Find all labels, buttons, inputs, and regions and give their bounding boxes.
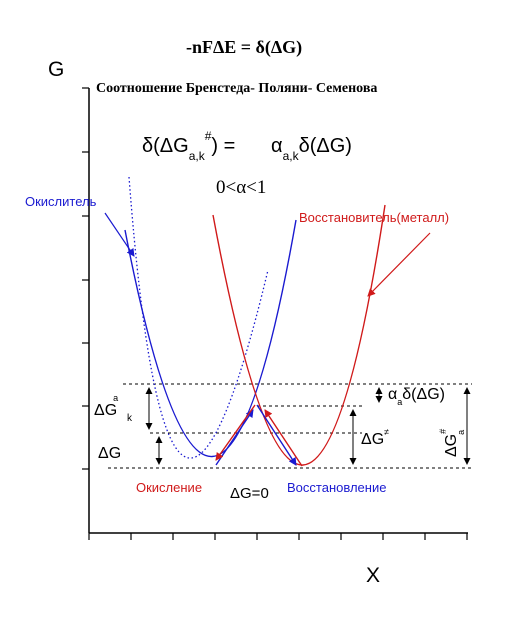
reductant-label: Восстановитель(металл): [299, 210, 449, 225]
oxidation-arrow-red: [215, 404, 256, 461]
measure-arrows: [145, 387, 471, 465]
y-axis-label: G: [48, 58, 64, 81]
reference-lines: [108, 383, 472, 469]
axes: G X: [48, 58, 468, 587]
curves: [124, 176, 386, 466]
x-axis-label: X: [366, 564, 380, 587]
dg-zero-label: ΔG=0: [230, 485, 269, 502]
oxidant-initial-curve: [128, 176, 269, 459]
alpha-dg-label: αaδ(ΔG): [388, 386, 445, 407]
reduction-arrow-red: [264, 409, 303, 467]
alpha-range: 0<α<1: [216, 177, 266, 198]
oxidant-label: Окислитель: [25, 194, 97, 209]
relation-formula: δ(ΔGa,k#) =: [142, 129, 235, 163]
oxidation-arrow-blue: [215, 409, 254, 466]
y-axis-ticks: [82, 87, 89, 470]
equation-title: -nFΔE = δ(ΔG): [186, 37, 302, 58]
x-axis-ticks: [88, 533, 468, 540]
oxidant-pointer-arrow: [104, 212, 135, 257]
oxidant-curve: [124, 219, 297, 458]
measure-labels: ΔGa k ΔG ΔG≠ αaδ(ΔG) ΔG# a: [94, 386, 466, 462]
dg-k-subscript: k: [127, 413, 133, 424]
subtitle: Соотношение Бренстеда- Поляни- Семенова: [96, 81, 377, 96]
oxidation-label: Окисление: [136, 480, 202, 495]
reduction-label: Восстановление: [287, 480, 386, 495]
dg-label: ΔG: [98, 445, 121, 462]
dg-a-label: ΔG# a: [438, 429, 466, 457]
reduction-arrow-blue: [256, 404, 297, 466]
curve-labels: Окислитель Восстановитель(металл) Окисле…: [25, 194, 449, 502]
heading: -nFΔE = δ(ΔG) Соотношение Бренстеда- Пол…: [96, 37, 377, 198]
reductant-curve: [212, 204, 386, 466]
relation-alpha: αa,kδ(ΔG): [271, 135, 352, 163]
reductant-pointer-arrow: [367, 232, 431, 297]
dg-k-label: ΔGa: [94, 393, 118, 419]
reaction-arrows: [104, 212, 431, 467]
dg-hash-label: ΔG≠: [361, 427, 389, 448]
